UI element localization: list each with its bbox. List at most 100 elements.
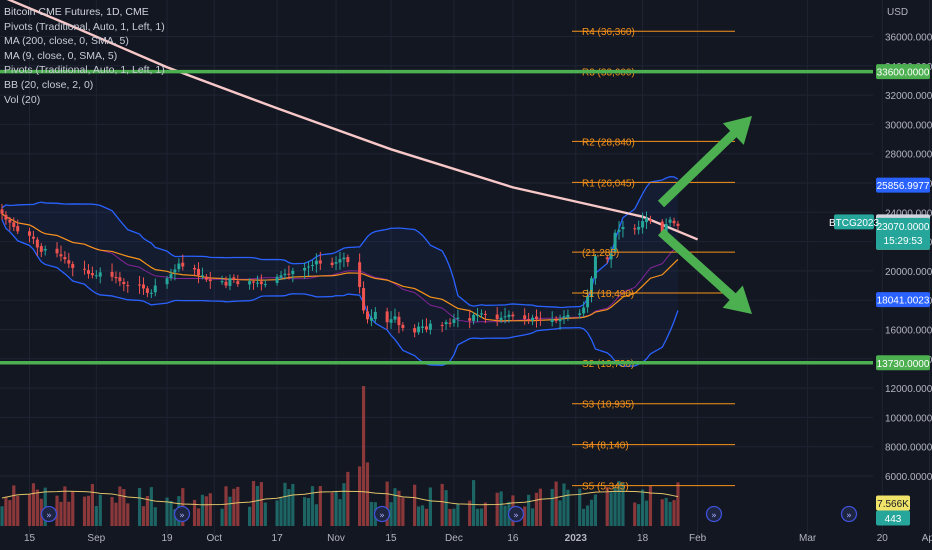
legend-vol[interactable]: Vol (20) bbox=[4, 93, 41, 106]
y-tick-label: 6000.0000 bbox=[885, 472, 932, 483]
y-tick-label: 10000.0000 bbox=[885, 413, 932, 424]
volume-bar bbox=[472, 480, 476, 526]
volume-bar bbox=[232, 488, 236, 526]
volume-bar bbox=[16, 495, 20, 526]
candle bbox=[98, 267, 102, 284]
volume-bar bbox=[385, 481, 389, 526]
candle bbox=[365, 305, 369, 324]
volume-bar bbox=[585, 505, 590, 526]
candle bbox=[566, 309, 570, 321]
candle bbox=[8, 216, 12, 231]
volume-bar bbox=[389, 502, 393, 526]
candle bbox=[252, 279, 256, 290]
candle bbox=[200, 267, 204, 280]
y-tick-label: 32000.0000 bbox=[885, 91, 932, 102]
volume-bar bbox=[334, 492, 338, 526]
candle bbox=[483, 310, 487, 324]
x-tick-label: 15 bbox=[386, 533, 398, 544]
horizontal-lines bbox=[0, 69, 873, 365]
candle bbox=[197, 262, 200, 284]
volume-bar bbox=[640, 489, 645, 526]
pivot-label: S5 (5,345) bbox=[582, 482, 629, 493]
legend-pivots-1[interactable]: Pivots (Traditional, Auto, 1, Left, 1) bbox=[4, 20, 165, 33]
candle bbox=[468, 309, 472, 329]
candle bbox=[307, 261, 311, 277]
legend-ma9[interactable]: MA (9, close, 0, SMA, 5) bbox=[4, 49, 118, 62]
candle bbox=[609, 246, 613, 268]
volume-bar bbox=[668, 501, 672, 526]
candle bbox=[153, 278, 157, 297]
x-tick-label: 16 bbox=[507, 533, 519, 544]
event-marker-icon: » bbox=[40, 505, 58, 523]
candle bbox=[149, 289, 153, 299]
volume-bar bbox=[562, 483, 566, 526]
candle bbox=[452, 313, 456, 327]
volume-bar bbox=[648, 485, 653, 526]
volume-bar bbox=[55, 495, 59, 526]
volume-bars bbox=[0, 386, 680, 526]
forecast-arrows bbox=[657, 116, 752, 314]
candle bbox=[479, 309, 483, 319]
candle bbox=[208, 271, 212, 289]
legend-bb[interactable]: BB (20, close, 2, 0) bbox=[4, 78, 94, 91]
candle bbox=[59, 245, 63, 262]
candle bbox=[578, 309, 582, 319]
volume-bar bbox=[617, 481, 621, 526]
candle bbox=[562, 310, 566, 325]
volume-bar bbox=[416, 506, 421, 526]
volume-bar bbox=[346, 471, 350, 526]
volume-bar bbox=[605, 487, 609, 526]
candle bbox=[220, 275, 224, 285]
volume-bar bbox=[200, 494, 205, 526]
svg-text:BTCG2023: BTCG2023 bbox=[829, 218, 879, 229]
event-marker-icon: » bbox=[705, 505, 723, 523]
volume-bar bbox=[633, 502, 637, 526]
candle bbox=[637, 220, 641, 235]
volume-bar bbox=[420, 505, 425, 526]
candle bbox=[39, 243, 43, 257]
candle bbox=[228, 274, 232, 291]
volume-bar bbox=[527, 494, 531, 526]
candle bbox=[232, 274, 236, 283]
legend-ma200[interactable]: MA (200, close, 0, SMA, 5) bbox=[4, 35, 129, 48]
candle bbox=[145, 285, 149, 298]
volume-bar bbox=[397, 490, 401, 526]
candle bbox=[16, 219, 20, 235]
candle bbox=[334, 256, 338, 271]
x-tick-label: 2023 bbox=[565, 533, 588, 544]
x-tick-label: Mar bbox=[799, 533, 817, 544]
volume-bar bbox=[122, 489, 126, 526]
candle bbox=[12, 217, 16, 232]
volume-bar bbox=[660, 499, 664, 526]
candle bbox=[676, 220, 680, 231]
legend-title[interactable]: Bitcoin CME Futures, 1D, CME bbox=[4, 6, 149, 18]
volume-bar bbox=[94, 506, 98, 526]
candle bbox=[248, 278, 252, 290]
x-tick-label: 20 bbox=[877, 533, 889, 544]
volume-bar bbox=[196, 508, 201, 526]
candle bbox=[397, 311, 401, 334]
volume-bar bbox=[90, 483, 94, 526]
y-tick-label: 28000.0000 bbox=[885, 150, 932, 161]
candle bbox=[71, 261, 75, 277]
candle bbox=[303, 262, 307, 279]
candle bbox=[141, 277, 145, 295]
pivot-label: (21,285) bbox=[582, 248, 619, 259]
candle bbox=[55, 242, 59, 258]
candle bbox=[114, 271, 118, 284]
volume-bar bbox=[110, 496, 114, 526]
volume-bar bbox=[8, 500, 12, 526]
volume-bar bbox=[67, 501, 71, 526]
volume-bar bbox=[428, 487, 432, 526]
candle bbox=[605, 254, 609, 264]
legend-pivots-2[interactable]: Pivots (Traditional, Auto, 1, Left, 1) bbox=[4, 64, 165, 77]
candle bbox=[255, 275, 259, 288]
volume-bar bbox=[137, 487, 142, 526]
volume-bar bbox=[499, 491, 503, 526]
volume-bar bbox=[621, 483, 625, 526]
volume-bar bbox=[637, 504, 641, 526]
candle bbox=[94, 270, 98, 279]
candle bbox=[534, 309, 538, 328]
candle bbox=[421, 319, 425, 334]
